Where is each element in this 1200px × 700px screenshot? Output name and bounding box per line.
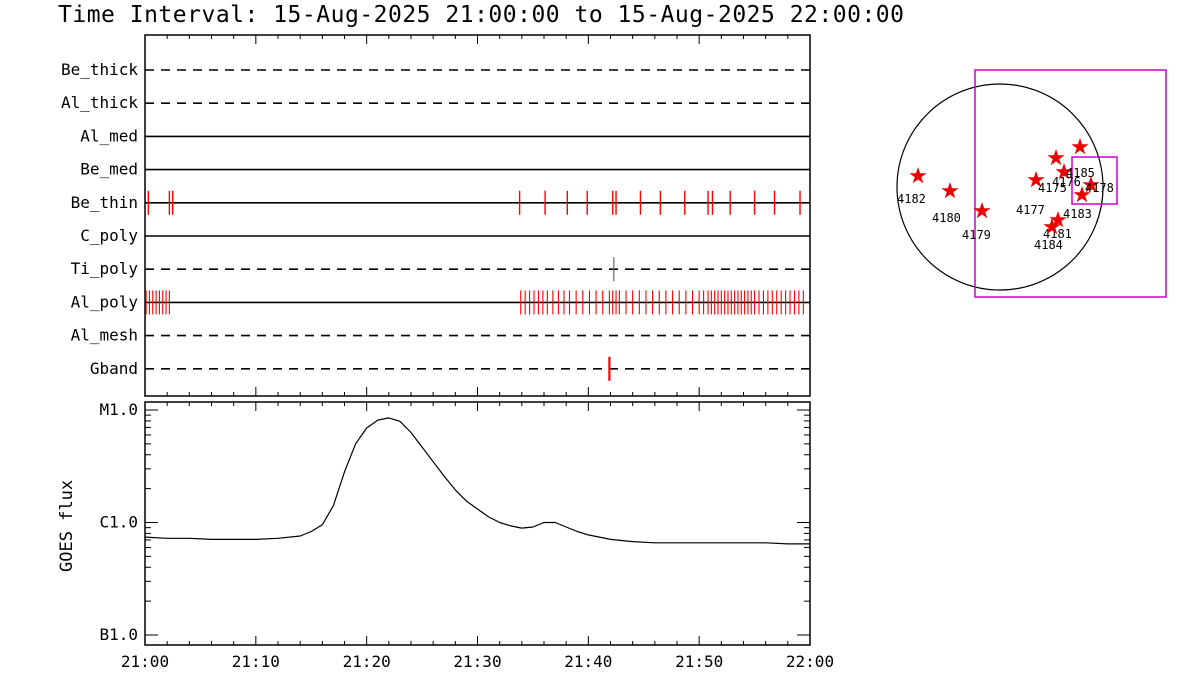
region-label-4185: 4185	[1066, 166, 1095, 180]
solar-disk	[896, 83, 1104, 291]
region-star-4185	[1071, 138, 1089, 155]
goes-x-tick-label: 21:50	[675, 652, 723, 671]
filter-row-label-Al_mesh: Al_mesh	[71, 326, 138, 345]
filter-row-label-Gband: Gband	[90, 359, 138, 378]
fov-rect	[974, 69, 1167, 298]
goes-x-tick-label: 21:00	[121, 652, 169, 671]
filter-row-label-Be_thick: Be_thick	[61, 60, 138, 79]
filter-row-label-Al_med: Al_med	[80, 126, 138, 145]
filter-row-label-C_poly: C_poly	[80, 226, 138, 245]
region-label-4183: 4183	[1063, 207, 1092, 221]
region-star-4183	[1073, 186, 1091, 203]
filter-row-label-Be_thin: Be_thin	[71, 193, 138, 212]
region-star-4177	[1027, 171, 1045, 188]
region-star-4179	[973, 202, 991, 219]
filter-row-label-Al_poly: Al_poly	[71, 292, 139, 311]
filter-row-label-Ti_poly: Ti_poly	[71, 259, 139, 278]
region-label-4177: 4177	[1016, 203, 1045, 217]
goes-x-tick-label: 21:40	[564, 652, 612, 671]
target-rect	[1071, 156, 1118, 205]
region-label-4175: 4175	[1038, 181, 1067, 195]
region-label-4184: 4184	[1034, 238, 1063, 252]
region-label-4180: 4180	[932, 211, 961, 225]
region-label-4179: 4179	[962, 228, 991, 242]
goes-y-tick-label: M1.0	[99, 400, 138, 419]
region-label-4178: 4178	[1085, 181, 1114, 195]
goes-frame	[144, 401, 811, 646]
region-label-4176: 4176	[1052, 175, 1081, 189]
region-label-4182: 4182	[897, 192, 926, 206]
goes-y-tick-label: C1.0	[99, 513, 138, 532]
page-title: Time Interval: 15-Aug-2025 21:00:00 to 1…	[58, 2, 905, 28]
goes-flux-curve	[144, 417, 810, 545]
region-star-4182	[909, 167, 927, 184]
region-star-4180	[941, 182, 959, 199]
goes-ylabel: GOES flux	[57, 480, 77, 572]
filter-row-label-Al_thick: Al_thick	[61, 93, 138, 112]
region-star-4184	[1043, 218, 1061, 235]
goes-x-tick-label: 21:10	[232, 652, 280, 671]
region-star-4175	[1047, 149, 1065, 166]
region-star-4178	[1082, 176, 1100, 193]
goes-x-tick-label: 21:20	[343, 652, 391, 671]
goes-x-tick-label: 22:00	[786, 652, 834, 671]
filter-row-label-Be_med: Be_med	[80, 160, 138, 179]
goes-x-tick-label: 21:30	[453, 652, 501, 671]
goes-y-tick-label: B1.0	[99, 625, 138, 644]
timeline-frame	[144, 34, 811, 397]
region-star-4176	[1055, 163, 1073, 180]
region-star-4181	[1049, 211, 1067, 228]
